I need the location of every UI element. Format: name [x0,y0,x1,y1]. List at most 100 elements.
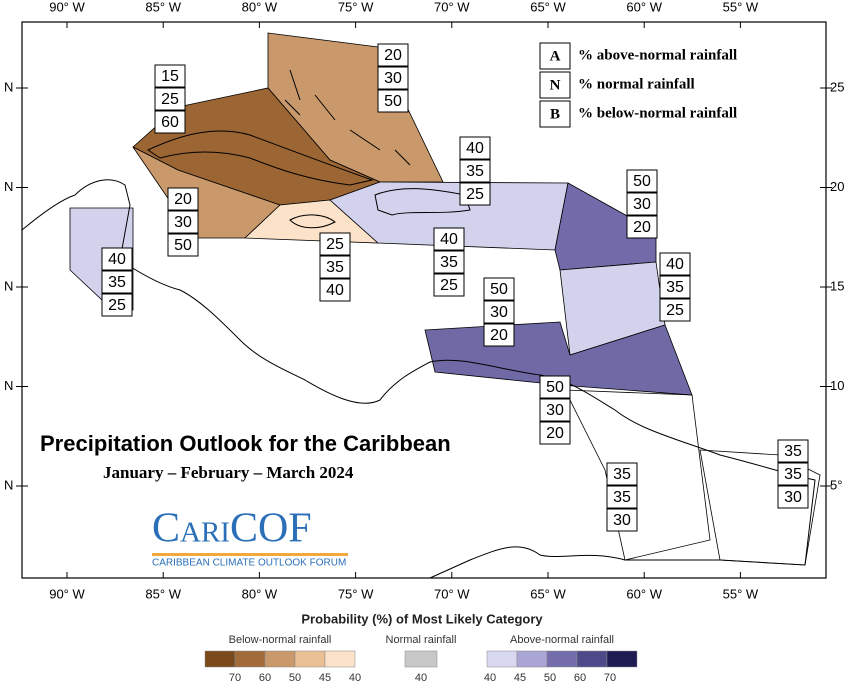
probability-value: 50 [490,281,508,298]
probability-box [606,485,638,509]
probability-box [659,275,691,299]
probability-value: 25 [666,302,684,319]
longitude-label-top: 85° W [145,0,181,14]
probability-value: 30 [613,512,631,529]
probability-box [659,298,691,322]
probability-value: 35 [326,259,344,276]
colorbar: Below-normal rainfall 70 60 50 45 40 Normal ra… [204,634,638,684]
probability-value: 25 [161,91,179,108]
probability-value: 25 [466,186,484,203]
colorbar-tick-label: 50 [544,672,556,684]
colorbar-swatch [546,650,578,668]
probability-value: 60 [161,114,179,131]
colorbar-swatch [516,650,548,668]
probability-box [433,250,465,274]
probability-box [459,159,491,183]
colorbar-group-label: Below-normal rainfall [229,634,332,646]
probability-box [777,462,809,486]
longitude-label-bottom: 85° W [145,586,181,601]
probability-value: 20 [384,47,402,64]
probability-box [167,187,199,211]
latitude-label-left: N [4,378,13,393]
bahamas-coast [284,69,411,166]
latitude-label-left: N [4,278,13,293]
probability-value: 35 [784,466,802,483]
colorbar-swatch [204,650,236,668]
probability-value: 40 [440,231,458,248]
longitude-label-bottom: 80° W [242,586,278,601]
probability-value: 30 [633,196,651,213]
colorbar-tick-label: 40 [415,672,427,684]
colorbar-tick-label: 45 [514,672,526,684]
probability-box [154,64,186,88]
probability-box [167,233,199,257]
probability-box [539,421,571,445]
category-legend: A % above-normal rainfall N % normal rainfa… [539,42,737,128]
probability-value: 20 [546,425,564,442]
probability-value: 35 [108,274,126,291]
probability-value: 35 [666,279,684,296]
map-subtitle: January – February – March 2024 [103,463,354,482]
probability-value: 25 [108,297,126,314]
probability-box [377,43,409,67]
probability-value: 20 [490,327,508,344]
longitude-label-bottom: 65° W [530,586,566,601]
probability-boxes: 20 30 50 15 25 60 20 30 50 25 35 40 40 35 25 40 35 25 40 35… [101,43,809,532]
probability-box [659,252,691,276]
probability-box [777,439,809,463]
longitude-label-top: 90° W [49,0,85,14]
logo: CariCOF [152,506,312,552]
probability-value: 30 [174,214,192,231]
probability-box [606,462,638,486]
legend-key: B [550,106,560,122]
latitude-label-right: 10° [830,378,845,393]
legend-key: N [550,77,561,93]
probability-box [459,182,491,206]
probability-box [777,485,809,509]
colorbar-group-label: Above-normal rainfall [510,634,614,646]
probability-value: 30 [546,402,564,419]
probability-box [433,227,465,251]
probability-box [319,278,351,302]
probability-box [154,110,186,134]
colorbar-swatch [486,650,518,668]
longitude-label-top: 55° W [723,0,759,14]
probability-value: 30 [784,489,802,506]
latitude-label-left: N [4,477,13,492]
latitude-label-right: 5° [830,477,842,492]
hispaniola-coast [374,188,471,216]
probability-value: 35 [613,489,631,506]
latitude-label-right: 15° [830,278,845,293]
colorbar-swatch [606,650,638,668]
probability-value: 20 [174,191,192,208]
legend-key-box [539,42,571,70]
probability-value: 30 [490,304,508,321]
longitude-label-top: 75° W [338,0,374,14]
legend-key: A [550,48,561,64]
legend-label: % below-normal rainfall [578,105,737,121]
colorbar-swatch [576,650,608,668]
longitude-label-bottom: 70° W [434,586,470,601]
probability-value: 50 [546,379,564,396]
colorbar-tick-label: 70 [229,672,241,684]
colorbar-tick-label: 60 [574,672,586,684]
probability-box [101,270,133,294]
longitude-label-bottom: 60° W [626,586,662,601]
probability-box [483,300,515,324]
latitude-label-right: 25° [830,79,845,94]
probability-box [483,323,515,347]
logo-subtitle: CARIBBEAN CLIMATE OUTLOOK FORUM [152,558,346,569]
probability-value: 50 [384,93,402,110]
probability-box [539,398,571,422]
probability-box [167,210,199,234]
graticule-ticks: 90° W 90° W 85° W 85° W 80° W 80° W 75° W 75° W… [4,0,845,601]
probability-value: 35 [466,163,484,180]
probability-box [433,273,465,297]
longitude-label-bottom: 90° W [49,586,85,601]
colorbar-swatch [234,650,266,668]
logo-rule [152,553,348,556]
probability-box [606,508,638,532]
probability-box [101,247,133,271]
